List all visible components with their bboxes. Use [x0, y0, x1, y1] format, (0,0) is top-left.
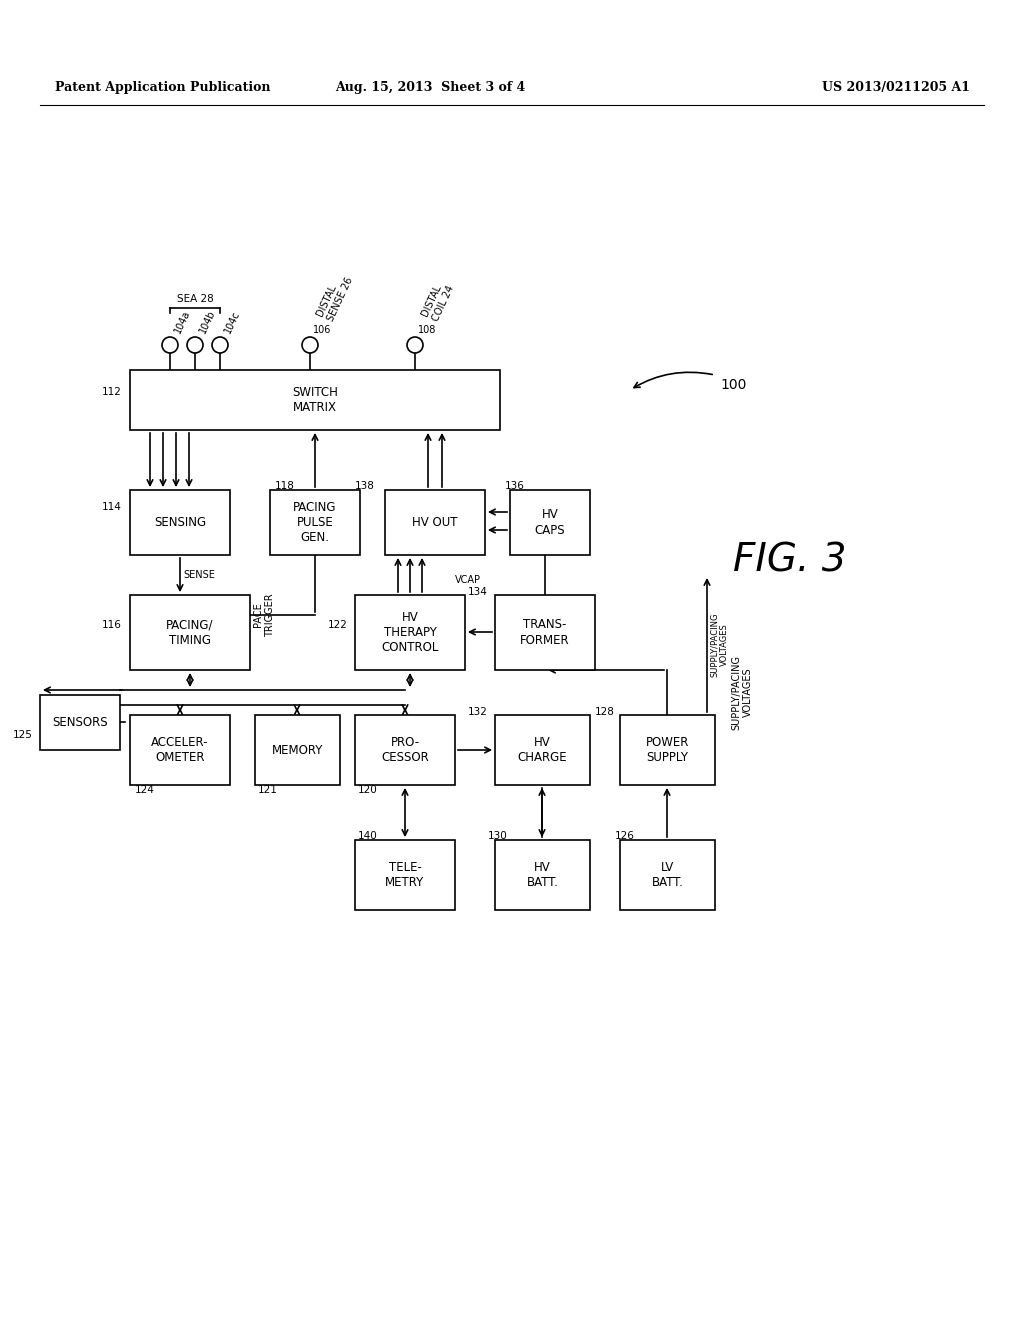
Circle shape — [212, 337, 228, 352]
Text: ACCELER-
OMETER: ACCELER- OMETER — [152, 737, 209, 764]
Bar — [495, 595, 595, 671]
Text: 104c: 104c — [223, 309, 242, 335]
Text: HV
BATT.: HV BATT. — [526, 861, 558, 888]
Bar — [355, 595, 465, 671]
Text: SENSORS: SENSORS — [52, 715, 108, 729]
Text: HV OUT: HV OUT — [413, 516, 458, 529]
Circle shape — [187, 337, 203, 352]
Text: PACING
PULSE
GEN.: PACING PULSE GEN. — [293, 502, 337, 544]
Text: 104a: 104a — [173, 309, 193, 335]
Text: 114: 114 — [102, 502, 122, 512]
Bar — [130, 595, 250, 671]
Text: SUPPLY/PACING
VOLTAGES: SUPPLY/PACING VOLTAGES — [710, 612, 729, 677]
Text: SUPPLY/PACING
VOLTAGES: SUPPLY/PACING VOLTAGES — [731, 655, 753, 730]
Text: 122: 122 — [328, 620, 348, 630]
Circle shape — [407, 337, 423, 352]
Text: VCAP: VCAP — [455, 576, 481, 585]
Text: PACING/
TIMING: PACING/ TIMING — [166, 619, 214, 647]
Bar — [510, 490, 590, 554]
Bar — [255, 715, 340, 785]
Text: 118: 118 — [275, 480, 295, 491]
Text: PACE
TRIGGER: PACE TRIGGER — [253, 593, 274, 636]
Text: 134: 134 — [468, 587, 488, 597]
Text: SENSE: SENSE — [183, 570, 215, 579]
Bar — [40, 696, 120, 750]
Text: 140: 140 — [358, 832, 378, 841]
Text: SWITCH
MATRIX: SWITCH MATRIX — [292, 385, 338, 414]
Text: 120: 120 — [358, 785, 378, 795]
Text: TRANS-
FORMER: TRANS- FORMER — [520, 619, 569, 647]
Text: HV
CHARGE: HV CHARGE — [518, 737, 567, 764]
Text: HV
CAPS: HV CAPS — [535, 508, 565, 536]
Text: DISTAL
COIL 24: DISTAL COIL 24 — [420, 280, 456, 323]
Text: Patent Application Publication: Patent Application Publication — [55, 82, 270, 95]
Bar — [130, 490, 230, 554]
Text: 130: 130 — [488, 832, 508, 841]
Text: 126: 126 — [615, 832, 635, 841]
Text: Aug. 15, 2013  Sheet 3 of 4: Aug. 15, 2013 Sheet 3 of 4 — [335, 82, 525, 95]
Text: FIG. 3: FIG. 3 — [733, 541, 847, 579]
Bar — [495, 715, 590, 785]
Text: 128: 128 — [595, 708, 615, 717]
Text: SEA 28: SEA 28 — [176, 294, 213, 304]
Circle shape — [162, 337, 178, 352]
Text: 124: 124 — [135, 785, 155, 795]
Bar — [130, 715, 230, 785]
Text: 136: 136 — [505, 480, 525, 491]
Text: 125: 125 — [13, 730, 33, 741]
Text: 116: 116 — [102, 620, 122, 630]
Bar — [385, 490, 485, 554]
Bar — [355, 715, 455, 785]
Text: 138: 138 — [355, 480, 375, 491]
Circle shape — [302, 337, 318, 352]
Text: 112: 112 — [102, 387, 122, 397]
Text: 132: 132 — [468, 708, 488, 717]
Text: 106: 106 — [313, 325, 332, 335]
Text: 121: 121 — [258, 785, 278, 795]
Bar — [495, 840, 590, 909]
Text: 108: 108 — [418, 325, 436, 335]
Text: PRO-
CESSOR: PRO- CESSOR — [381, 737, 429, 764]
Bar — [620, 840, 715, 909]
Text: HV
THERAPY
CONTROL: HV THERAPY CONTROL — [381, 611, 438, 653]
Text: MEMORY: MEMORY — [271, 743, 324, 756]
Text: 104b: 104b — [198, 309, 217, 335]
Text: DISTAL
SENSE 26: DISTAL SENSE 26 — [315, 271, 354, 323]
Text: TELE-
METRY: TELE- METRY — [385, 861, 425, 888]
Bar — [130, 370, 500, 430]
Text: POWER
SUPPLY: POWER SUPPLY — [646, 737, 689, 764]
Bar — [270, 490, 360, 554]
Bar — [620, 715, 715, 785]
Text: SENSING: SENSING — [154, 516, 206, 529]
Text: 100: 100 — [720, 378, 746, 392]
Text: US 2013/0211205 A1: US 2013/0211205 A1 — [822, 82, 970, 95]
Bar — [355, 840, 455, 909]
Text: LV
BATT.: LV BATT. — [651, 861, 683, 888]
